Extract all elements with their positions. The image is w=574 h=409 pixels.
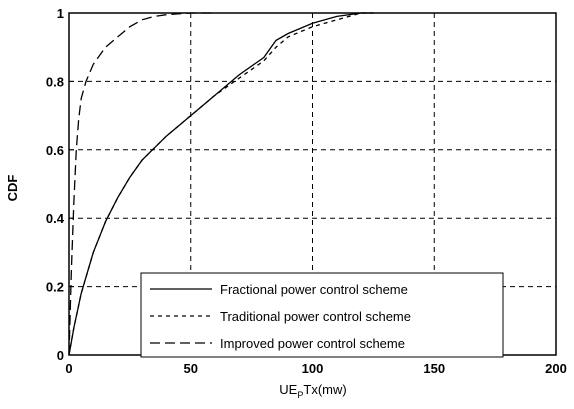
series-lines [68, 12, 374, 356]
y-ticks: 0 0.2 0.4 0.6 0.8 1 [46, 6, 74, 363]
y-tick-label-3: 0.6 [46, 143, 64, 158]
x-tick-label-0: 0 [65, 361, 72, 376]
legend: Fractional power control scheme Tradition… [140, 272, 504, 358]
x-axis-label: UEPTx(mw) [279, 382, 346, 400]
x-tick-label-1: 50 [184, 361, 198, 376]
x-tick-label-4: 200 [545, 361, 567, 376]
series-line-2 [68, 12, 374, 356]
series-line-3 [68, 12, 216, 356]
y-tick-label-2: 0.4 [46, 211, 65, 226]
legend-label-2: Traditional power control scheme [220, 309, 411, 324]
y-tick-label-1: 0.2 [46, 280, 64, 295]
y-tick-label-4: 0.8 [46, 74, 64, 89]
y-tick-label-0: 0 [57, 348, 64, 363]
x-tick-label-2: 100 [302, 361, 324, 376]
x-tick-label-3: 150 [423, 361, 445, 376]
legend-label-3: Improved power control scheme [220, 336, 405, 351]
y-axis-label: CDF [5, 175, 20, 202]
legend-label-1: Fractional power control scheme [220, 282, 408, 297]
y-tick-label-5: 1 [57, 6, 64, 21]
